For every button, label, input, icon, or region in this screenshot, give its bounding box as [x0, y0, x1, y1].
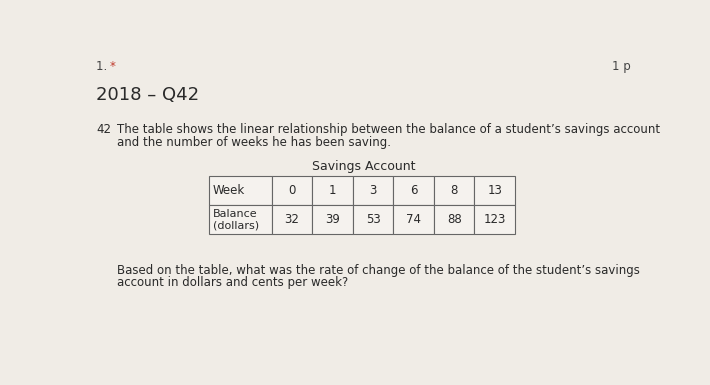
Text: Based on the table, what was the rate of change of the balance of the student’s : Based on the table, what was the rate of… [116, 264, 640, 277]
Bar [312, 205, 353, 234]
Bar [272, 205, 312, 234]
Bar [272, 176, 312, 205]
Bar [393, 205, 434, 234]
Text: 123: 123 [484, 213, 506, 226]
Text: 88: 88 [447, 213, 462, 226]
Text: *: * [109, 60, 116, 73]
Bar [474, 205, 515, 234]
Text: 3: 3 [369, 184, 377, 197]
Text: 1: 1 [329, 184, 337, 197]
Text: 1.: 1. [97, 60, 111, 73]
Bar [209, 176, 272, 205]
Text: 8: 8 [450, 184, 458, 197]
Text: 13: 13 [487, 184, 502, 197]
Text: 2018 – Q42: 2018 – Q42 [97, 86, 200, 104]
Bar [312, 176, 353, 205]
Text: Week: Week [213, 184, 245, 197]
Bar [353, 176, 393, 205]
Text: account in dollars and cents per week?: account in dollars and cents per week? [116, 276, 348, 289]
Text: 0: 0 [288, 184, 295, 197]
Text: and the number of weeks he has been saving.: and the number of weeks he has been savi… [116, 136, 390, 149]
Bar [393, 176, 434, 205]
Text: Balance
(dollars): Balance (dollars) [213, 209, 259, 230]
Text: 74: 74 [406, 213, 421, 226]
Text: 42: 42 [97, 123, 111, 136]
Text: The table shows the linear relationship between the balance of a student’s savin: The table shows the linear relationship … [116, 123, 660, 136]
Text: 39: 39 [325, 213, 340, 226]
Text: 32: 32 [285, 213, 300, 226]
Bar [353, 205, 393, 234]
Text: 1 p: 1 p [613, 60, 631, 73]
Text: 6: 6 [410, 184, 417, 197]
Bar [474, 176, 515, 205]
Text: Savings Account: Savings Account [312, 160, 415, 173]
Bar [434, 205, 474, 234]
Bar [434, 176, 474, 205]
Text: 53: 53 [366, 213, 381, 226]
Bar [209, 205, 272, 234]
